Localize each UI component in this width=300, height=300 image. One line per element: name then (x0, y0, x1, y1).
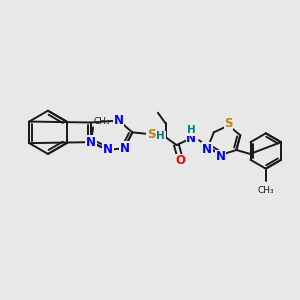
Text: N: N (114, 114, 124, 127)
Text: H: H (156, 131, 165, 141)
Text: CH₃: CH₃ (257, 186, 274, 195)
Text: N: N (202, 142, 212, 155)
Text: N: N (186, 132, 196, 145)
Text: CH₃: CH₃ (93, 117, 110, 126)
Text: S: S (147, 128, 155, 141)
Text: S: S (224, 117, 233, 130)
Text: H: H (187, 125, 196, 135)
Text: O: O (176, 154, 185, 167)
Text: N: N (216, 150, 226, 164)
Text: N: N (103, 143, 113, 157)
Text: N: N (86, 136, 96, 148)
Text: N: N (119, 142, 130, 154)
